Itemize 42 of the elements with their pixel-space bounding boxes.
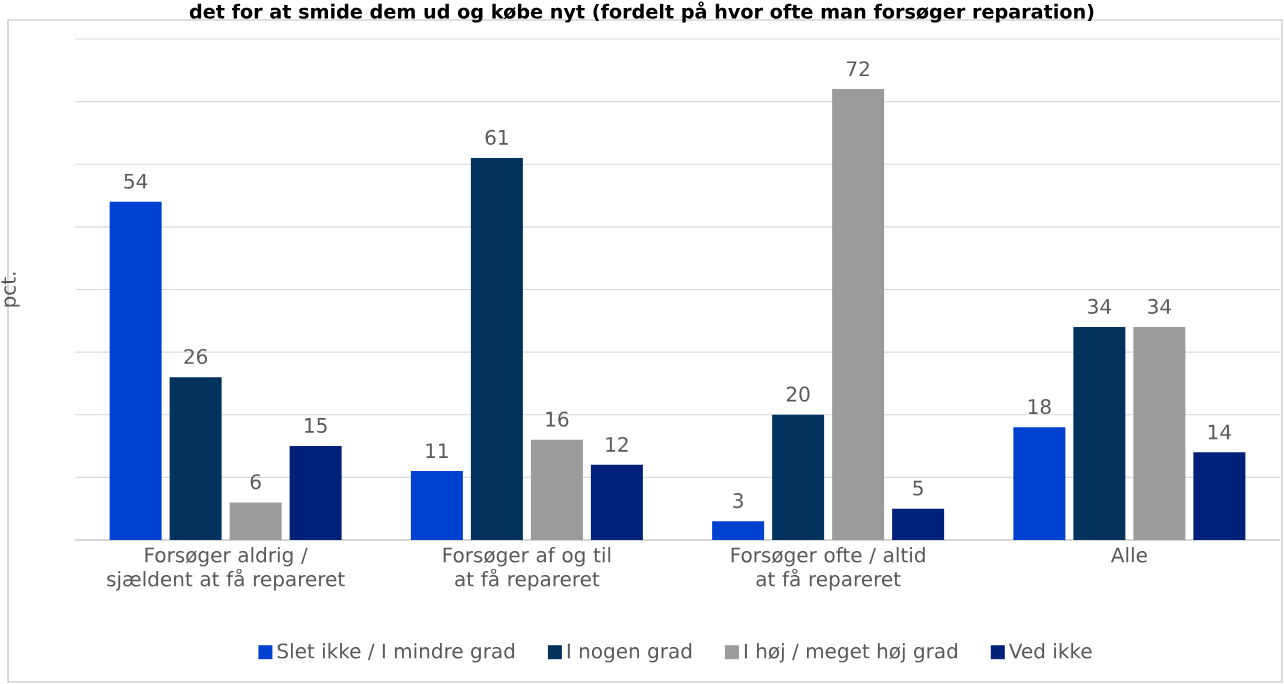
data-label: 61 — [485, 129, 508, 145]
bar — [892, 508, 945, 540]
data-label: 3 — [733, 492, 743, 509]
bar — [832, 89, 885, 540]
data-label: 5 — [913, 480, 923, 496]
bar — [1073, 327, 1126, 540]
data-label: 11 — [426, 443, 448, 459]
bar — [109, 201, 162, 540]
bar — [470, 157, 523, 540]
bar — [1133, 327, 1186, 540]
bar — [1193, 452, 1246, 540]
data-label: 18 — [1028, 399, 1051, 415]
bar — [289, 446, 342, 540]
x-tick-label: Alle — [1110, 547, 1147, 563]
data-label: 34 — [1088, 298, 1111, 315]
x-tick-label: Forsøger aldrig / sjældent at få repareret — [107, 547, 345, 591]
data-label: 72 — [847, 61, 869, 77]
x-tick-label: Forsøger af og til at få repareret — [443, 547, 611, 591]
bar — [1013, 427, 1066, 540]
legend-label: I nogen grad — [567, 643, 692, 663]
x-tick-label: Forsøger ofte / altid at få repareret — [731, 547, 925, 591]
bar — [530, 439, 583, 540]
chart-title: det for at smide dem ud og købe nyt (fordelt på hvor ofte man forsøger reparation) — [189, 1, 1094, 23]
y-axis-title: pct. — [1, 272, 20, 307]
bar — [590, 464, 643, 540]
data-label: 54 — [124, 173, 148, 189]
bar — [169, 377, 222, 540]
data-label: 14 — [1208, 424, 1231, 440]
data-label: 15 — [305, 418, 327, 433]
bar — [712, 521, 765, 540]
bar — [772, 414, 825, 540]
data-label: 6 — [250, 474, 261, 490]
bar — [410, 471, 463, 540]
data-label: 26 — [184, 348, 208, 365]
data-label: 34 — [1148, 298, 1171, 315]
data-label: 20 — [786, 386, 810, 402]
legend-label: I høj / meget høj grad — [744, 643, 958, 663]
data-label: 12 — [606, 436, 628, 452]
data-label: 16 — [546, 411, 569, 427]
legend-label: Ved ikke — [1008, 643, 1092, 659]
legend-label: Slet ikke / I mindre grad — [277, 643, 515, 663]
bar — [229, 502, 282, 540]
